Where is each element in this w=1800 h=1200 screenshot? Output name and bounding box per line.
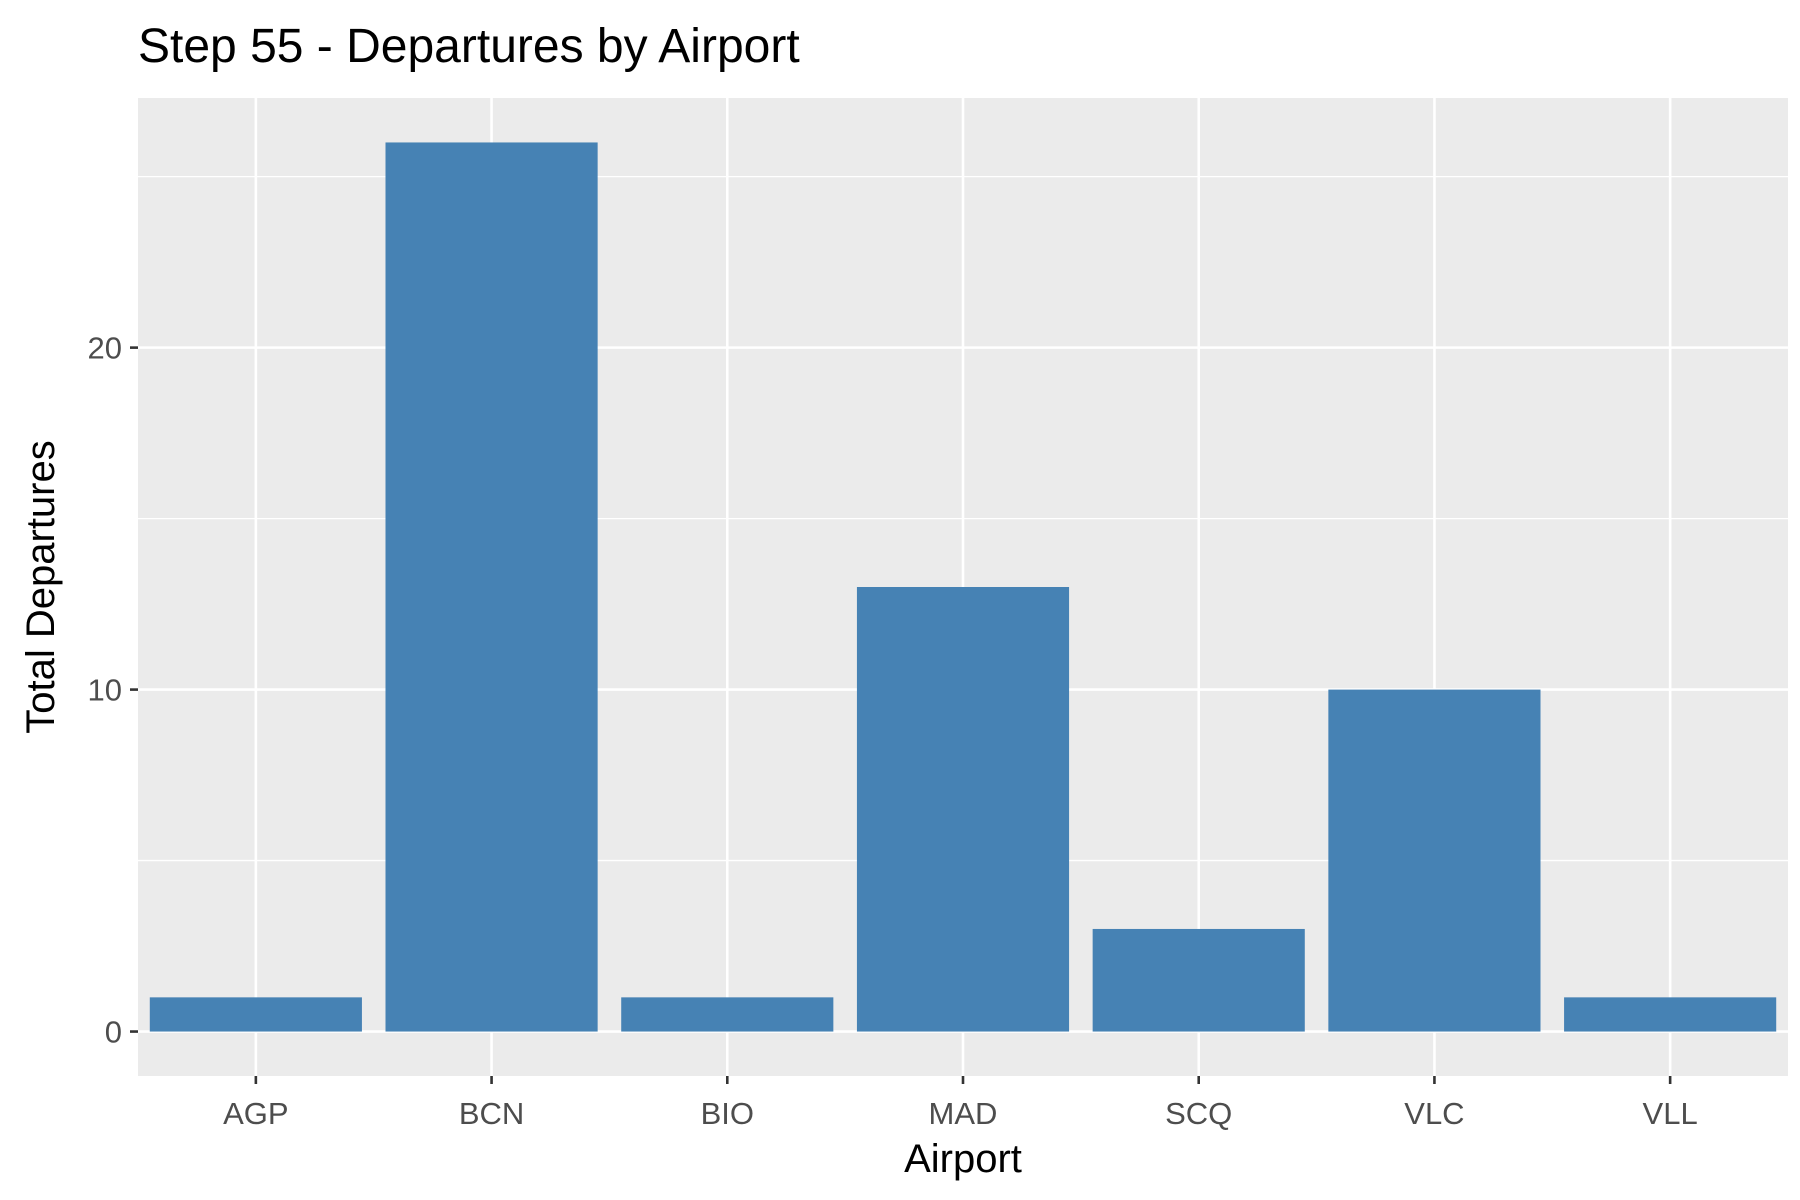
- chart-title: Step 55 - Departures by Airport: [138, 20, 800, 73]
- bar-vlc: [1328, 689, 1541, 1032]
- bar-vll: [1564, 997, 1777, 1032]
- bar-scq: [1092, 928, 1305, 1032]
- x-axis: AGP BCN BIO MAD SCQ VLC VLL: [223, 1076, 1698, 1131]
- bar-mad: [856, 587, 1070, 1032]
- x-axis-title: Airport: [904, 1137, 1022, 1181]
- x-tick-label-scq: SCQ: [1165, 1096, 1232, 1131]
- bar-agp: [149, 997, 362, 1032]
- bar-bcn: [385, 142, 598, 1032]
- bars: [149, 142, 1777, 1032]
- x-tick-label-mad: MAD: [929, 1096, 998, 1131]
- x-tick-label-agp: AGP: [223, 1096, 288, 1131]
- x-tick-label-vll: VLL: [1643, 1096, 1698, 1131]
- y-tick-label: 10: [88, 673, 122, 708]
- x-tick-label-vlc: VLC: [1404, 1096, 1464, 1131]
- y-axis-title: Total Departures: [19, 440, 63, 733]
- y-tick-label: 0: [105, 1015, 122, 1050]
- bar-bio: [621, 997, 834, 1032]
- y-axis: 0 10 20: [88, 331, 138, 1050]
- x-tick-label-bcn: BCN: [459, 1096, 524, 1131]
- x-tick-label-bio: BIO: [701, 1096, 754, 1131]
- y-tick-label: 20: [88, 331, 122, 366]
